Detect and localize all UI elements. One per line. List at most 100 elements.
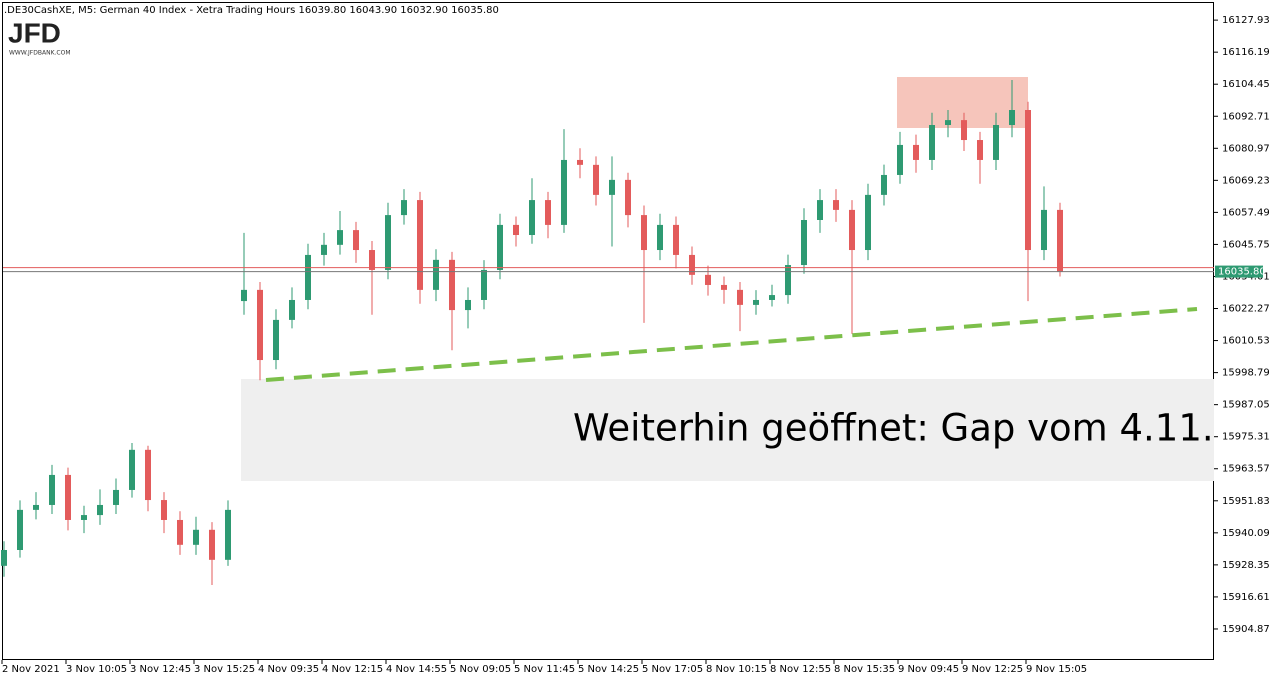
last-price-box — [1215, 265, 1263, 278]
candle-body — [641, 215, 647, 251]
chart-title: .DE30CashXE, M5: German 40 Index - Xetra… — [4, 5, 499, 16]
candle-body — [33, 504, 39, 510]
candle-body — [897, 144, 903, 175]
candle-body — [1, 550, 7, 566]
candle-body — [577, 159, 583, 165]
y-tick-label: 15940.09 — [1222, 528, 1270, 539]
candle-body — [481, 269, 487, 300]
y-tick-label: 15904.87 — [1222, 624, 1270, 635]
candle-body — [929, 125, 935, 160]
x-tick-label: 3 Nov 10:05 — [66, 664, 127, 675]
candle-body — [465, 299, 471, 311]
candle-body — [65, 474, 71, 520]
x-tick-label: 4 Nov 14:55 — [386, 664, 447, 675]
candle-body — [49, 474, 55, 505]
candle-body — [289, 299, 295, 320]
x-tick-label: 8 Nov 15:35 — [834, 664, 895, 675]
candle-body — [385, 215, 391, 270]
candle-body — [977, 140, 983, 160]
x-tick-label: 4 Nov 12:15 — [322, 664, 383, 675]
plot-frame — [2, 2, 1214, 660]
candle-body — [401, 200, 407, 216]
candle-body — [97, 504, 103, 516]
candle-body — [721, 284, 727, 290]
x-tick-label: 8 Nov 12:55 — [770, 664, 831, 675]
candle-body — [257, 289, 263, 361]
candle-body — [273, 319, 279, 361]
logo: JFD — [8, 17, 61, 48]
y-tick-label: 16010.53 — [1222, 336, 1270, 347]
candle-body — [337, 230, 343, 245]
candle-body — [177, 519, 183, 545]
candle-body — [193, 529, 199, 545]
candle-body — [225, 509, 231, 560]
candle-body — [321, 244, 327, 255]
y-tick-label: 16092.71 — [1222, 111, 1270, 122]
candle-body — [913, 144, 919, 160]
candle-body — [17, 509, 23, 550]
last-price-label: 16035.80 — [1218, 267, 1266, 278]
candle-body — [369, 250, 375, 270]
candle-body — [113, 489, 119, 505]
y-tick-label: 16116.19 — [1222, 47, 1270, 58]
logo-url: WWW.JFDBANK.COM — [9, 50, 71, 57]
y-tick-label: 15975.31 — [1222, 432, 1270, 443]
candle-body — [529, 200, 535, 236]
x-tick-label: 4 Nov 09:35 — [258, 664, 319, 675]
trend-line — [265, 307, 1198, 382]
candle-body — [1041, 209, 1047, 251]
y-tick-label: 15951.83 — [1222, 496, 1270, 507]
candle-body — [497, 224, 503, 270]
candle-body — [817, 200, 823, 220]
candle-body — [545, 200, 551, 225]
candle-body — [209, 529, 215, 560]
x-tick-label: 5 Nov 14:25 — [578, 664, 639, 675]
y-tick-label: 16104.45 — [1222, 79, 1270, 90]
y-tick-label: 16057.49 — [1222, 207, 1270, 218]
y-tick-label: 16045.75 — [1222, 239, 1270, 250]
candle-body — [145, 449, 151, 501]
candle-body — [993, 125, 999, 160]
candle-body — [961, 120, 967, 141]
candle-body — [513, 224, 519, 236]
candle-body — [881, 174, 887, 195]
candle-body — [161, 500, 167, 520]
candle-body — [305, 254, 311, 300]
y-tick-label: 15987.05 — [1222, 400, 1270, 411]
y-tick-label: 15998.79 — [1222, 368, 1270, 379]
candle-body — [753, 299, 759, 305]
candle-body — [769, 295, 775, 300]
candle-body — [833, 200, 839, 210]
candle-body — [129, 449, 135, 490]
candle-body — [785, 265, 791, 296]
candle-body — [657, 224, 663, 251]
x-tick-label: 5 Nov 09:05 — [450, 664, 511, 675]
candle-body — [689, 254, 695, 275]
candle-body — [705, 274, 711, 285]
resistance-zone — [897, 77, 1028, 128]
x-tick-label: 2 Nov 2021 — [2, 664, 60, 675]
candle-body — [737, 289, 743, 305]
candle-body — [81, 515, 87, 520]
candle-body — [561, 159, 567, 225]
x-tick-label: 9 Nov 15:05 — [1026, 664, 1087, 675]
x-tick-label: 3 Nov 15:25 — [194, 664, 255, 675]
y-tick-label: 16127.93 — [1222, 15, 1270, 26]
y-tick-label: 15916.61 — [1222, 592, 1270, 603]
candle-body — [433, 259, 439, 290]
x-tick-label: 9 Nov 12:25 — [962, 664, 1023, 675]
candle-body — [801, 220, 807, 266]
candle-body — [865, 194, 871, 251]
y-tick-label: 16069.23 — [1222, 175, 1270, 186]
candle-body — [1009, 110, 1015, 126]
y-tick-label: 16080.97 — [1222, 143, 1270, 154]
candles — [1, 79, 1063, 585]
candle-body — [1057, 209, 1063, 272]
annotation: Weiterhin geöffnet: Gap vom 4.11. — [573, 407, 1214, 450]
x-tick-label: 9 Nov 09:45 — [898, 664, 959, 675]
candle-body — [241, 289, 247, 302]
candle-body — [417, 200, 423, 290]
candle-body — [625, 179, 631, 216]
candle-body — [609, 179, 615, 195]
